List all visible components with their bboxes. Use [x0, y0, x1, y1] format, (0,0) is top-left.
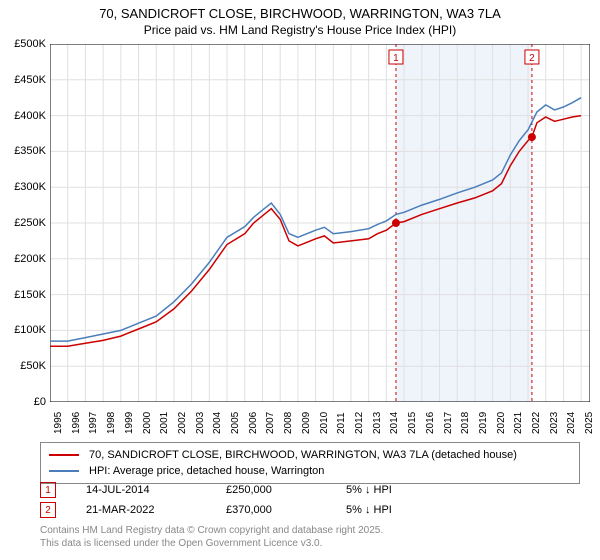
xtick-label: 2011 — [336, 412, 347, 434]
sale-hpi: HPI — [374, 484, 392, 496]
legend-box: 70, SANDICROFT CLOSE, BIRCHWOOD, WARRING… — [40, 442, 580, 484]
legend-label-2: HPI: Average price, detached house, Warr… — [89, 465, 324, 477]
chart-area: 12 — [50, 44, 590, 402]
xtick-label: 2013 — [372, 412, 383, 434]
xtick-label: 2007 — [265, 412, 276, 434]
legend-row: HPI: Average price, detached house, Warr… — [49, 463, 571, 479]
xtick-label: 2021 — [513, 412, 524, 434]
svg-text:1: 1 — [393, 53, 399, 64]
xtick-label: 2006 — [248, 412, 259, 434]
chart-svg: 12 — [50, 44, 590, 402]
legend-swatch-1 — [49, 454, 79, 456]
ytick-label: £0 — [2, 396, 46, 408]
ytick-label: £350K — [2, 145, 46, 157]
legend-label-1: 70, SANDICROFT CLOSE, BIRCHWOOD, WARRING… — [89, 449, 517, 461]
xtick-label: 2020 — [496, 412, 507, 434]
arrow-down-icon: ↓ — [365, 484, 371, 496]
sale-row-2: 2 21-MAR-2022 £370,000 5% ↓ HPI — [40, 500, 466, 520]
sale-marker-1: 1 — [40, 482, 56, 498]
ytick-label: £200K — [2, 253, 46, 265]
xtick-label: 2003 — [195, 412, 206, 434]
ytick-label: £450K — [2, 74, 46, 86]
xtick-label: 1995 — [53, 412, 64, 434]
xtick-label: 2019 — [478, 412, 489, 434]
ytick-label: £100K — [2, 324, 46, 336]
footer-line-2: This data is licensed under the Open Gov… — [40, 537, 383, 550]
sale-marker-label: 1 — [45, 485, 51, 496]
ytick-label: £400K — [2, 110, 46, 122]
sale-pct: 5% — [346, 484, 362, 496]
sale-note-1: 5% ↓ HPI — [346, 484, 466, 496]
chart-subtitle: Price paid vs. HM Land Registry's House … — [0, 21, 600, 37]
chart-title: 70, SANDICROFT CLOSE, BIRCHWOOD, WARRING… — [0, 0, 600, 21]
xtick-label: 1998 — [106, 412, 117, 434]
ytick-label: £250K — [2, 217, 46, 229]
xtick-label: 2012 — [354, 412, 365, 434]
sales-table: 1 14-JUL-2014 £250,000 5% ↓ HPI 2 21-MAR… — [40, 480, 466, 520]
xtick-label: 2017 — [443, 412, 454, 434]
xtick-label: 2022 — [531, 412, 542, 434]
sale-row-1: 1 14-JUL-2014 £250,000 5% ↓ HPI — [40, 480, 466, 500]
xtick-label: 1999 — [124, 412, 135, 434]
xtick-label: 2002 — [177, 412, 188, 434]
sale-date-2: 21-MAR-2022 — [86, 504, 226, 516]
sale-date-1: 14-JUL-2014 — [86, 484, 226, 496]
ytick-label: £150K — [2, 289, 46, 301]
sale-pct: 5% — [346, 504, 362, 516]
sale-marker-label: 2 — [45, 505, 51, 516]
xtick-label: 2018 — [460, 412, 471, 434]
xtick-label: 2008 — [283, 412, 294, 434]
xtick-label: 2024 — [566, 412, 577, 434]
sale-price-2: £370,000 — [226, 504, 346, 516]
sale-marker-2: 2 — [40, 502, 56, 518]
xtick-label: 2014 — [389, 412, 400, 434]
xtick-label: 2025 — [584, 412, 595, 434]
xtick-label: 2015 — [407, 412, 418, 434]
xtick-label: 2016 — [425, 412, 436, 434]
sale-hpi: HPI — [374, 504, 392, 516]
xtick-label: 2004 — [212, 412, 223, 434]
footer-line-1: Contains HM Land Registry data © Crown c… — [40, 524, 383, 537]
arrow-down-icon: ↓ — [365, 504, 371, 516]
footer: Contains HM Land Registry data © Crown c… — [40, 524, 383, 550]
xtick-label: 1996 — [71, 412, 82, 434]
xtick-label: 2001 — [159, 412, 170, 434]
ytick-label: £50K — [2, 360, 46, 372]
legend-swatch-2 — [49, 470, 79, 472]
sale-price-1: £250,000 — [226, 484, 346, 496]
xtick-label: 2000 — [142, 412, 153, 434]
ytick-label: £500K — [2, 38, 46, 50]
xtick-label: 1997 — [88, 412, 99, 434]
xtick-label: 2023 — [549, 412, 560, 434]
svg-text:2: 2 — [529, 53, 535, 64]
chart-container: 70, SANDICROFT CLOSE, BIRCHWOOD, WARRING… — [0, 0, 600, 560]
xtick-label: 2010 — [319, 412, 330, 434]
ytick-label: £300K — [2, 181, 46, 193]
xtick-label: 2005 — [230, 412, 241, 434]
legend-row: 70, SANDICROFT CLOSE, BIRCHWOOD, WARRING… — [49, 447, 571, 463]
xtick-label: 2009 — [301, 412, 312, 434]
sale-note-2: 5% ↓ HPI — [346, 504, 466, 516]
